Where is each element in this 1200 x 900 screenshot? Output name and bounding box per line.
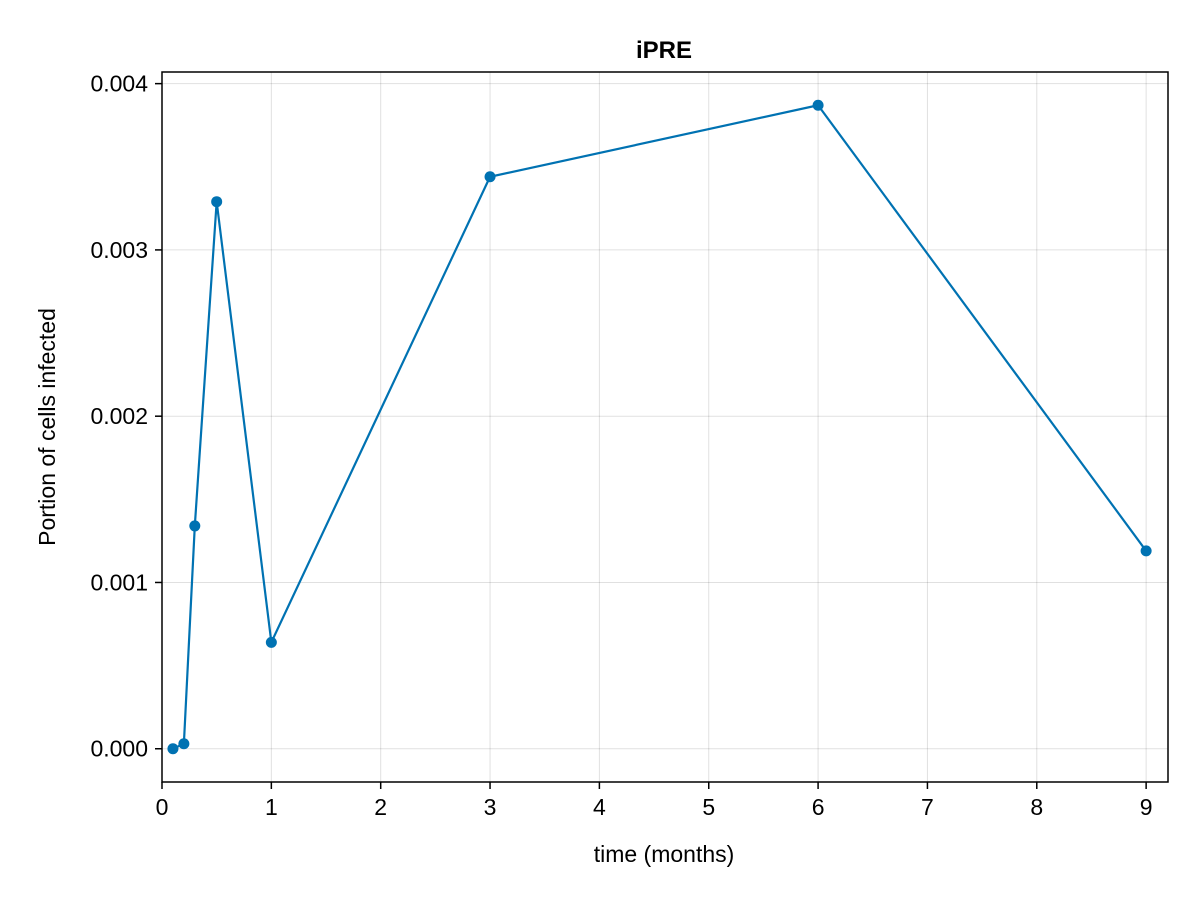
x-tick-label: 6	[812, 794, 825, 820]
y-tick-label: 0.001	[90, 569, 148, 595]
data-point	[167, 743, 179, 755]
y-tick-label: 0.000	[90, 736, 148, 762]
x-tick-label: 1	[265, 794, 278, 820]
y-tick-labels: 0.000 0.001 0.002 0.003 0.004	[90, 71, 148, 762]
chart-title: iPRE	[636, 37, 692, 64]
plot-frame	[161, 71, 1169, 783]
x-axis-title: time (months)	[594, 841, 735, 867]
y-tick-label: 0.002	[90, 403, 148, 429]
grid-lines	[161, 72, 1168, 782]
series-layer	[167, 99, 1152, 755]
x-tick-label: 0	[156, 794, 169, 820]
data-point	[265, 636, 277, 648]
y-axis-title: Portion of cells infected	[34, 308, 60, 546]
x-tick-label: 7	[921, 794, 934, 820]
x-tick-label: 3	[484, 794, 497, 820]
x-tick-label: 2	[374, 794, 387, 820]
data-point	[189, 520, 201, 532]
data-point	[812, 99, 824, 111]
x-tick-label: 4	[593, 794, 606, 820]
data-point	[1140, 545, 1152, 557]
data-point	[211, 196, 223, 208]
x-tick-label: 5	[702, 794, 715, 820]
y-tick-label: 0.004	[90, 71, 148, 97]
series-line	[172, 104, 1148, 750]
y-tick-label: 0.003	[90, 237, 148, 263]
data-point	[484, 171, 496, 183]
data-point	[178, 738, 190, 750]
axis-ticks	[155, 82, 1147, 789]
x-tick-label: 9	[1140, 794, 1153, 820]
x-tick-labels: 0 1 2 3 4 5 6 7 8 9	[156, 794, 1153, 820]
x-tick-label: 8	[1030, 794, 1043, 820]
